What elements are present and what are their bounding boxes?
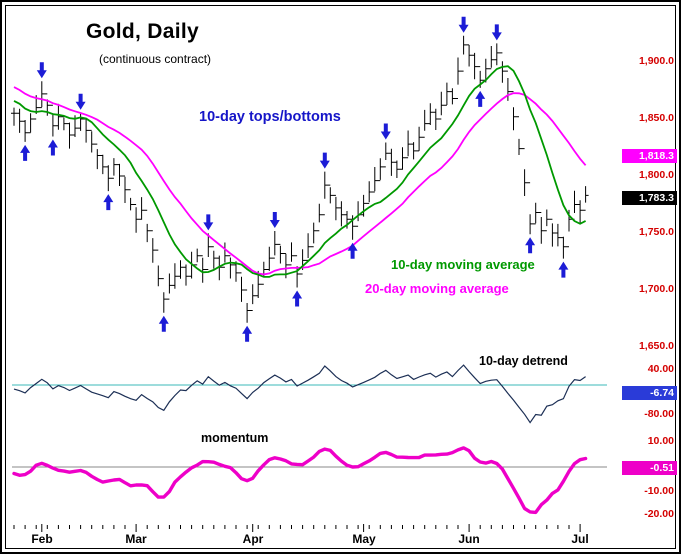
- x-axis-month-apr: Apr: [242, 532, 264, 546]
- detrend-line: [13, 364, 586, 424]
- momentum-line: [12, 446, 588, 515]
- price-axis-tick: 1,800.0: [638, 169, 674, 181]
- momentum-axis-tick: -10.00: [644, 485, 674, 497]
- chart-subtitle: (continuous contract): [99, 52, 212, 66]
- detrend-axis-tick: 40.00: [647, 363, 674, 375]
- price-axis-tick: 1,900.0: [638, 55, 674, 67]
- detrend-panel-label: 10-day detrend: [479, 354, 568, 368]
- x-axis-month-may: May: [352, 532, 376, 546]
- x-axis-month-jul: Jul: [571, 532, 589, 546]
- ma10-legend-label: 10-day moving average: [391, 257, 535, 272]
- badge-last_close: 1,783.3: [622, 191, 677, 205]
- momentum-axis-tick: -20.00: [644, 508, 674, 520]
- price-axis-tick: 1,650.0: [638, 340, 674, 352]
- momentum-panel: [12, 446, 607, 515]
- inner-border: [5, 5, 676, 549]
- x-axis-month-mar: Mar: [125, 532, 147, 546]
- ma10-line: [13, 65, 587, 278]
- detrend-axis-tick: -80.00: [644, 408, 674, 420]
- badge-ma20_last: 1,818.3: [622, 149, 677, 163]
- ma20-legend-label: 20-day moving average: [365, 281, 509, 296]
- price-axis-tick: 1,850.0: [638, 112, 674, 124]
- x-axis-ticks: [13, 524, 581, 532]
- x-axis-month-jun: Jun: [458, 532, 480, 546]
- price-axis-tick: 1,700.0: [638, 283, 674, 295]
- x-axis-month-feb: Feb: [31, 532, 53, 546]
- momentum-axis-tick: 10.00: [647, 435, 674, 447]
- tops-bottoms-label: 10-day tops/bottoms: [199, 109, 341, 125]
- detrend-panel: [12, 364, 607, 424]
- badge-detrend_last: -6.74: [622, 386, 677, 400]
- page-title: Gold, Daily: [86, 20, 199, 43]
- price-bars: [11, 35, 589, 323]
- badge-momentum_last: -0.51: [622, 461, 677, 475]
- price-axis-tick: 1,750.0: [638, 226, 674, 238]
- momentum-panel-label: momentum: [201, 431, 269, 445]
